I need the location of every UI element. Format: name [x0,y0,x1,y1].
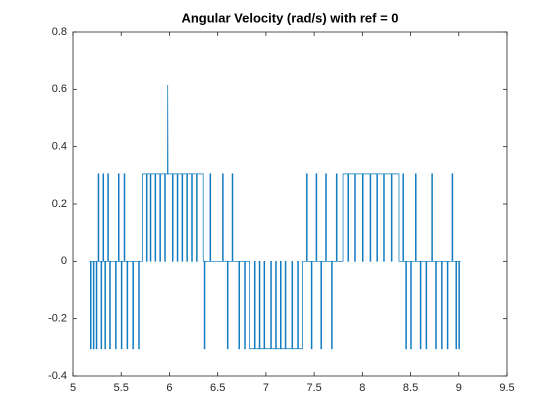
x-tick-label: 5.5 [114,382,129,394]
x-tick-label: 9.5 [499,382,514,394]
x-tick-label: 8.5 [403,382,418,394]
x-tick-label: 8 [359,382,365,394]
y-tick-label: 0.6 [52,83,67,95]
x-tick-label: 9 [456,382,462,394]
y-tick-label: -0.2 [48,313,67,325]
x-tick-label: 6 [166,382,172,394]
y-tick-label: 0.8 [52,26,67,38]
x-tick-label: 7 [263,382,269,394]
x-tick-label: 6.5 [210,382,225,394]
data-line [89,85,461,350]
y-tick-label: 0.2 [52,198,67,210]
x-tick-label: 5 [70,382,76,394]
chart-title: Angular Velocity (rad/s) with ref = 0 [181,10,398,25]
y-tick-label: 0 [61,255,67,267]
y-tick-label: -0.4 [48,370,67,382]
y-tick-label: 0.4 [52,141,67,153]
x-tick-label: 7.5 [306,382,321,394]
